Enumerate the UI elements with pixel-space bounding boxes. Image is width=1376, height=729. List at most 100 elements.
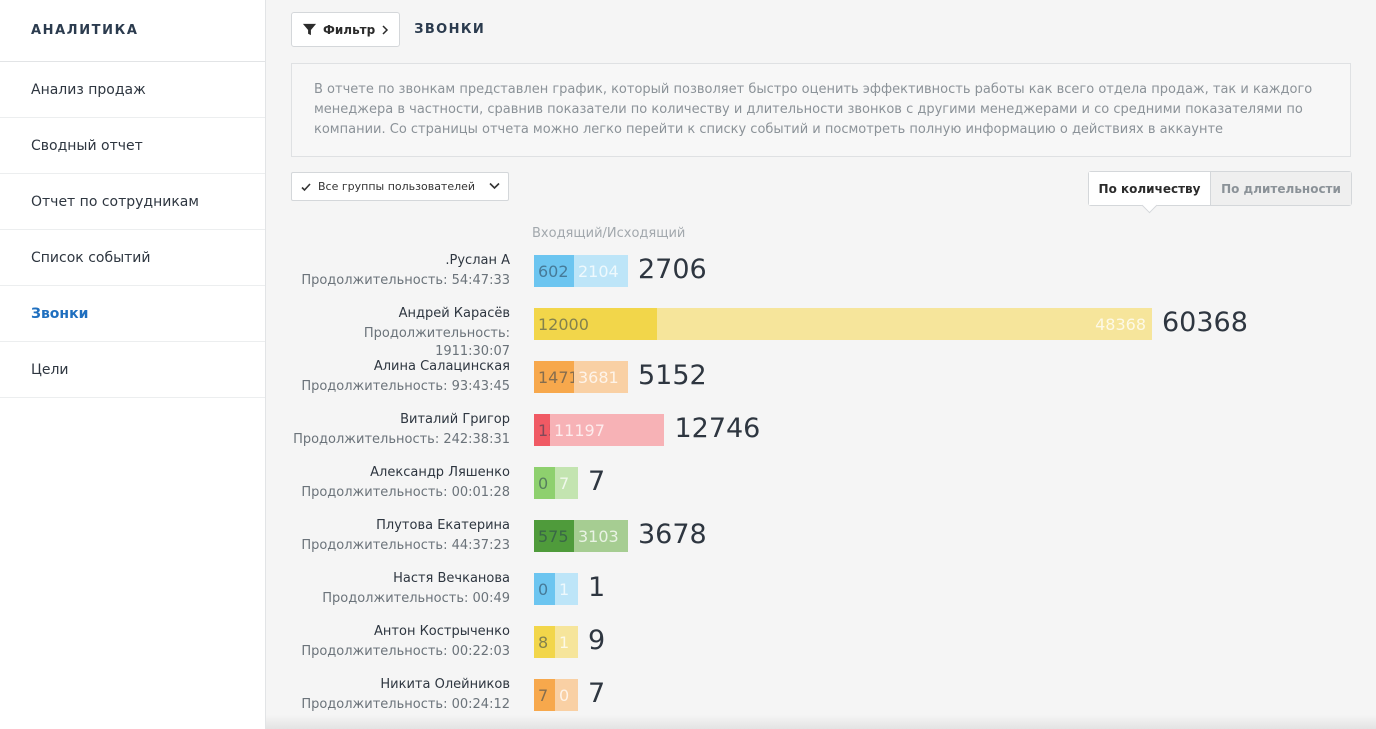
- outgoing-segment: 3103: [574, 520, 628, 552]
- employee-name[interactable]: Антон Кострыченко: [374, 624, 510, 639]
- outgoing-segment: 1: [555, 573, 578, 605]
- sidebar-item-label: Звонки: [31, 305, 89, 322]
- calls-bar[interactable]: 1471 3681: [534, 361, 628, 393]
- chart-row[interactable]: Андрей Карасёв Продолжительность: 1911:30…: [291, 304, 1351, 359]
- row-label: Никита Олейников Продолжительность: 00:24…: [291, 675, 510, 714]
- call-duration: Продолжительность: 54:47:33: [301, 273, 510, 288]
- outgoing-segment: 3681: [574, 361, 628, 393]
- funnel-icon: [302, 23, 317, 36]
- employee-name[interactable]: Настя Вечканова: [393, 571, 510, 586]
- sidebar-item-label: Список событий: [31, 249, 151, 266]
- call-total: 1: [588, 572, 606, 603]
- outgoing-segment: 11197: [550, 414, 664, 446]
- outgoing-segment: 7: [555, 467, 578, 499]
- row-label: Плутова Екатерина Продолжительность: 44:3…: [291, 516, 510, 555]
- row-label: Андрей Карасёв Продолжительность: 1911:30…: [291, 304, 510, 361]
- mode-toggle: По количеству По длительности: [1088, 171, 1352, 206]
- call-duration: Продолжительность: 00:01:28: [301, 485, 510, 500]
- call-duration: Продолжительность: 44:37:23: [301, 538, 510, 553]
- outgoing-segment: 1: [555, 626, 578, 658]
- incoming-segment: 0: [534, 467, 555, 499]
- outgoing-segment: 48368: [657, 308, 1152, 340]
- chart-row[interactable]: Алина Салацинская Продолжительность: 93:4…: [291, 357, 1351, 402]
- filter-button[interactable]: Фильтр: [291, 12, 401, 47]
- user-group-select-value: Все группы пользователей: [318, 180, 476, 193]
- chevron-right-icon: [382, 24, 389, 35]
- call-duration: Продолжительность: 00:24:12: [301, 697, 510, 712]
- sidebar: АНАЛИТИКА Анализ продаж Сводный отчет От…: [0, 0, 266, 729]
- incoming-segment: 602: [534, 255, 574, 287]
- call-total: 60368: [1162, 307, 1248, 338]
- user-group-select[interactable]: Все группы пользователей: [291, 172, 509, 201]
- chart-row[interactable]: .Руслан А Продолжительность: 54:47:33 602 2…: [291, 251, 1351, 296]
- by-duration-button[interactable]: По длительности: [1211, 172, 1351, 205]
- call-total: 2706: [638, 254, 707, 285]
- call-total: 5152: [638, 360, 707, 391]
- incoming-segment: 7: [534, 679, 555, 711]
- calls-bar[interactable]: 12000 48368: [534, 308, 1152, 340]
- calls-bar[interactable]: 154911197: [534, 414, 664, 446]
- row-label: Антон Кострыченко Продолжительность: 00:2…: [291, 622, 510, 661]
- chart-legend: Входящий/Исходящий: [532, 226, 686, 241]
- call-duration: Продолжительность: 1911:30:07: [363, 326, 510, 359]
- sidebar-item-label: Сводный отчет: [31, 137, 143, 154]
- call-total: 9: [588, 625, 606, 656]
- call-total: 12746: [674, 413, 761, 444]
- check-icon: [300, 181, 312, 193]
- call-total: 7: [588, 678, 606, 709]
- employee-name[interactable]: Андрей Карасёв: [398, 306, 510, 321]
- employee-name[interactable]: Плутова Екатерина: [376, 518, 510, 533]
- sidebar-item-employee-report[interactable]: Отчет по сотрудникам: [0, 174, 265, 230]
- chevron-down-icon: [489, 180, 500, 193]
- sidebar-item-label: Анализ продаж: [31, 81, 146, 98]
- sidebar-item-goals[interactable]: Цели: [0, 342, 265, 398]
- chart-row[interactable]: Никита Олейников Продолжительность: 00:24…: [291, 675, 1351, 720]
- call-duration: Продолжительность: 93:43:45: [301, 379, 510, 394]
- employee-name[interactable]: .Руслан А: [445, 253, 510, 268]
- incoming-segment: 8: [534, 626, 555, 658]
- row-label: Алина Салацинская Продолжительность: 93:4…: [291, 357, 510, 396]
- chart-row[interactable]: Настя Вечканова Продолжительность: 00:49 0…: [291, 569, 1351, 614]
- sidebar-item-events-list[interactable]: Список событий: [0, 230, 265, 286]
- chart-row[interactable]: Антон Кострыченко Продолжительность: 00:2…: [291, 622, 1351, 667]
- filter-label: Фильтр: [323, 22, 376, 37]
- employee-name[interactable]: Никита Олейников: [380, 677, 510, 692]
- outgoing-segment: 2104: [574, 255, 628, 287]
- employee-name[interactable]: Алина Салацинская: [373, 359, 510, 374]
- incoming-segment: 1471: [534, 361, 574, 393]
- incoming-segment: 12000: [534, 308, 657, 340]
- call-duration: Продолжительность: 00:22:03: [301, 644, 510, 659]
- row-label: .Руслан А Продолжительность: 54:47:33: [291, 251, 510, 290]
- sidebar-title: АНАЛИТИКА: [0, 0, 265, 62]
- outgoing-segment: 0: [555, 679, 578, 711]
- header: Фильтр ЗВОНКИ: [291, 12, 485, 47]
- sidebar-item-sales-analysis[interactable]: Анализ продаж: [0, 62, 265, 118]
- row-label: Александр Ляшенко Продолжительность: 00:0…: [291, 463, 510, 502]
- calls-bar[interactable]: 602 2104: [534, 255, 628, 287]
- sidebar-item-label: Цели: [31, 361, 69, 378]
- bottom-shade: [266, 715, 1376, 729]
- employee-name[interactable]: Виталий Григор: [400, 412, 510, 427]
- page-title: ЗВОНКИ: [414, 22, 486, 37]
- incoming-segment: 575: [534, 520, 574, 552]
- call-duration: Продолжительность: 242:38:31: [293, 432, 510, 447]
- chart-row[interactable]: Александр Ляшенко Продолжительность: 00:0…: [291, 463, 1351, 508]
- calls-bar[interactable]: 575 3103: [534, 520, 628, 552]
- chart-row[interactable]: Виталий Григор Продолжительность: 242:38:…: [291, 410, 1351, 455]
- call-duration: Продолжительность: 00:49: [322, 591, 510, 606]
- row-label: Настя Вечканова Продолжительность: 00:49: [291, 569, 510, 608]
- sidebar-item-summary-report[interactable]: Сводный отчет: [0, 118, 265, 174]
- chart-row[interactable]: Плутова Екатерина Продолжительность: 44:3…: [291, 516, 1351, 561]
- row-label: Виталий Григор Продолжительность: 242:38:…: [291, 410, 510, 449]
- call-total: 7: [588, 466, 606, 497]
- sidebar-item-label: Отчет по сотрудникам: [31, 193, 199, 210]
- employee-name[interactable]: Александр Ляшенко: [370, 465, 510, 480]
- incoming-segment: 0: [534, 573, 555, 605]
- call-total: 3678: [638, 519, 707, 550]
- sidebar-item-calls[interactable]: Звонки: [0, 286, 265, 342]
- by-count-button[interactable]: По количеству: [1089, 172, 1211, 205]
